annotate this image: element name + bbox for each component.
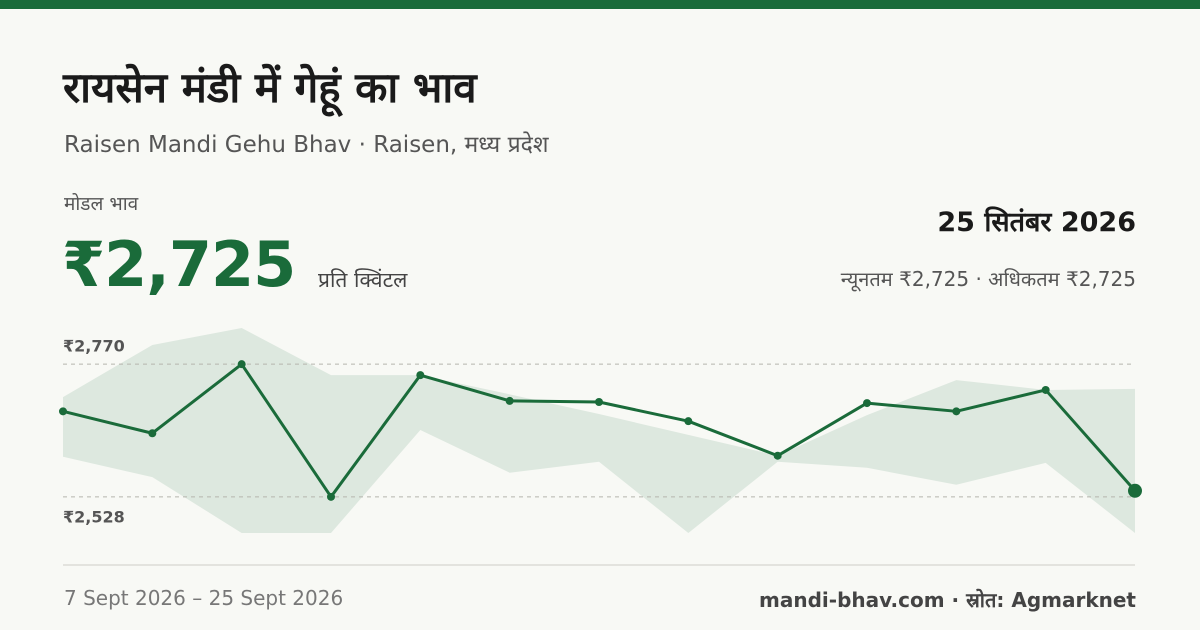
point <box>327 492 335 501</box>
point <box>595 397 603 406</box>
top-bar <box>0 0 1200 9</box>
point <box>773 451 782 460</box>
y-tick-label: ₹2,528 <box>63 507 125 526</box>
date-range: 7 Sept 2026 – 25 Sept 2026 <box>64 586 344 610</box>
point <box>416 371 425 380</box>
point <box>1128 483 1142 498</box>
title: रायसेन मंडी में गेहूं का भाव <box>63 63 477 112</box>
point <box>148 429 157 438</box>
price: ₹2,725 <box>62 228 296 301</box>
y-tick-label: ₹2,770 <box>63 337 125 356</box>
point <box>863 399 871 408</box>
point <box>59 407 67 416</box>
min-max: न्यूनतम ₹2,725 · अधिकतम ₹2,725 <box>840 267 1136 291</box>
point <box>505 396 514 405</box>
point <box>1041 385 1050 394</box>
modal-label: मोडल भाव <box>64 193 139 215</box>
date: 25 सितंबर 2026 <box>937 207 1136 238</box>
subtitle: Raisen Mandi Gehu Bhav · Raisen, मध्य प्… <box>64 132 549 158</box>
source: mandi-bhav.com · स्रोत: Agmarknet <box>759 588 1136 612</box>
point <box>952 407 961 416</box>
range-band <box>63 328 1135 533</box>
unit: प्रति क्विंटल <box>318 268 408 292</box>
point <box>237 360 246 369</box>
point <box>684 417 693 426</box>
